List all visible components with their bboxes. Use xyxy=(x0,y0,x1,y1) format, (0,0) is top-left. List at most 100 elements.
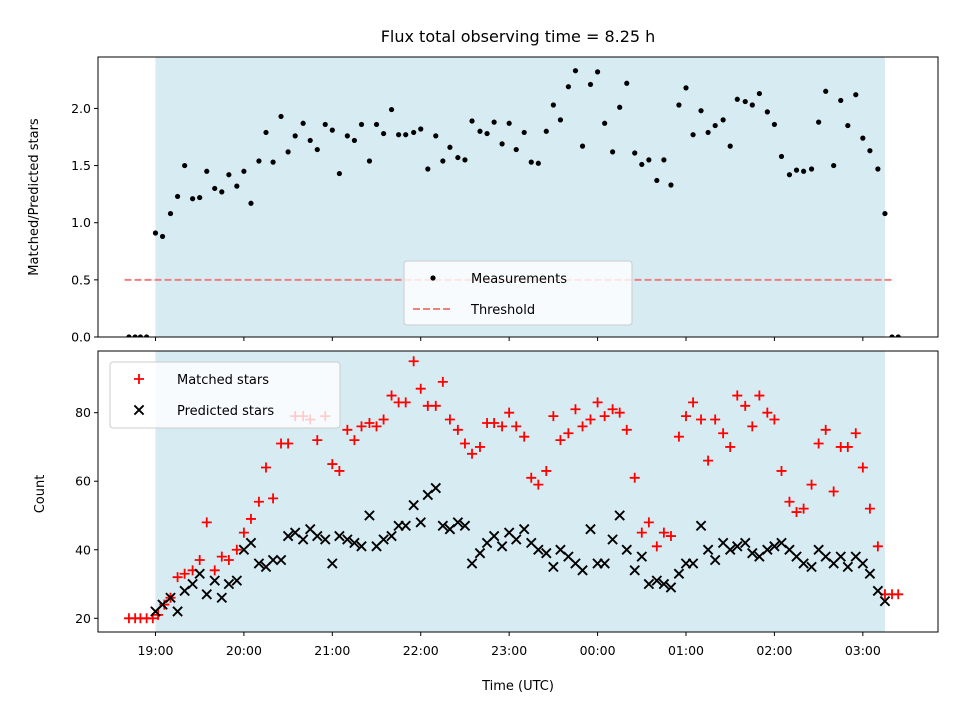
measurement-point xyxy=(137,334,144,337)
legend-label: Threshold xyxy=(470,303,535,318)
matched-star-point xyxy=(806,479,817,490)
measurement-point xyxy=(698,108,704,114)
matched-star-point xyxy=(364,417,375,428)
measurement-point xyxy=(816,119,822,125)
matched-star-point xyxy=(342,424,353,435)
top-panel: 0.0 0.5 1.0 1.5 2.0 Measurements Threshold xyxy=(71,56,939,345)
measurement-point xyxy=(771,121,778,128)
predicted-star-point xyxy=(415,517,427,528)
predicted-star-point xyxy=(599,558,610,569)
plot-area xyxy=(124,68,901,337)
matched-star-point xyxy=(194,555,205,566)
measurement-point xyxy=(749,102,755,108)
matched-star-point xyxy=(703,455,714,466)
matched-star-point xyxy=(179,568,190,579)
measurement-point xyxy=(617,104,623,110)
x-tick-label: 19:00 xyxy=(137,643,173,658)
matched-star-point xyxy=(570,404,581,415)
axes-frame xyxy=(97,350,939,633)
measurement-point xyxy=(594,69,601,75)
legend-label: Matched stars xyxy=(177,373,269,388)
matched-star-point xyxy=(489,417,500,428)
measurement-point xyxy=(425,166,431,172)
measurement-point xyxy=(285,149,291,155)
predicted-star-point xyxy=(724,544,736,556)
matched-star-point xyxy=(444,414,455,425)
plot-area xyxy=(123,356,904,624)
predicted-star-point xyxy=(709,554,721,566)
x-tick-label: 01:00 xyxy=(668,643,704,658)
predicted-star-point xyxy=(201,589,213,600)
measurement-point xyxy=(455,154,461,161)
predicted-star-point xyxy=(408,499,419,511)
measurement-point xyxy=(756,90,762,97)
axes-frame xyxy=(97,56,939,338)
measurement-point xyxy=(152,230,159,236)
matched-star-point xyxy=(216,551,227,562)
matched-star-point xyxy=(334,465,345,476)
predicted-star-point xyxy=(452,517,464,528)
x-tick-label: 00:00 xyxy=(580,643,616,658)
matched-star-point xyxy=(857,462,868,473)
measurement-point xyxy=(845,122,851,129)
matched-star-point xyxy=(732,390,743,401)
measurement-point xyxy=(403,132,409,138)
matched-star-point xyxy=(526,472,537,483)
measurement-point xyxy=(190,196,196,202)
measurement-point xyxy=(144,334,150,337)
matched-star-point xyxy=(378,414,389,425)
measurement-point xyxy=(174,193,181,200)
measurement-point xyxy=(182,162,188,169)
y-tick-label: 40 xyxy=(75,542,91,557)
matched-star-point xyxy=(209,565,220,576)
x-tick-label: 21:00 xyxy=(314,643,350,658)
measurement-point xyxy=(292,133,298,139)
measurement-point xyxy=(447,144,453,150)
matched-star-point xyxy=(497,421,508,432)
matched-star-point xyxy=(614,407,625,418)
matched-star-point xyxy=(776,465,787,476)
measurement-point xyxy=(521,129,527,136)
measurement-point xyxy=(126,334,132,337)
matched-star-point xyxy=(548,411,559,422)
predicted-star-point xyxy=(636,551,648,562)
predicted-star-point xyxy=(510,534,522,545)
measurement-point xyxy=(734,96,740,102)
measurement-point xyxy=(381,130,387,137)
matched-star-point xyxy=(467,448,478,459)
measurement-point xyxy=(270,159,276,165)
x-tick-label: 22:00 xyxy=(403,643,439,658)
measurement-point xyxy=(705,129,711,136)
y-tick-label: 60 xyxy=(75,474,91,489)
matched-star-point xyxy=(828,486,839,497)
bottom-panel: 20 40 60 80 19:00 20:00 21:00 22:00 23:00 00:00 01… xyxy=(75,350,939,658)
predicted-star-point xyxy=(282,530,294,542)
measurement-point xyxy=(882,210,888,217)
measurement-point xyxy=(579,143,586,149)
matched-star-point xyxy=(231,544,242,555)
measurement-point xyxy=(727,143,733,149)
measurement-point xyxy=(366,158,373,164)
matched-star-point xyxy=(283,438,294,449)
predicted-star-point xyxy=(223,578,235,590)
matched-star-point xyxy=(268,493,279,504)
matched-star-point xyxy=(504,407,515,418)
measurement-point xyxy=(234,183,240,189)
matched-star-point xyxy=(386,390,397,401)
predicted-star-point xyxy=(437,520,449,532)
x-axis-label: Time (UTC) xyxy=(481,679,554,694)
measurement-point xyxy=(329,127,335,133)
measurement-point xyxy=(801,168,807,174)
measurement-point xyxy=(572,68,579,74)
predicted-star-point xyxy=(275,554,287,566)
matched-star-point xyxy=(253,496,264,507)
matched-star-point xyxy=(599,411,610,422)
matched-star-point xyxy=(408,356,419,367)
predicted-star-point xyxy=(879,595,891,607)
measurement-point xyxy=(838,97,844,104)
predicted-star-point xyxy=(585,523,596,535)
measurement-point xyxy=(742,98,748,105)
measurement-point xyxy=(411,129,417,136)
measurement-point xyxy=(853,92,859,98)
measurement-point xyxy=(602,120,608,126)
